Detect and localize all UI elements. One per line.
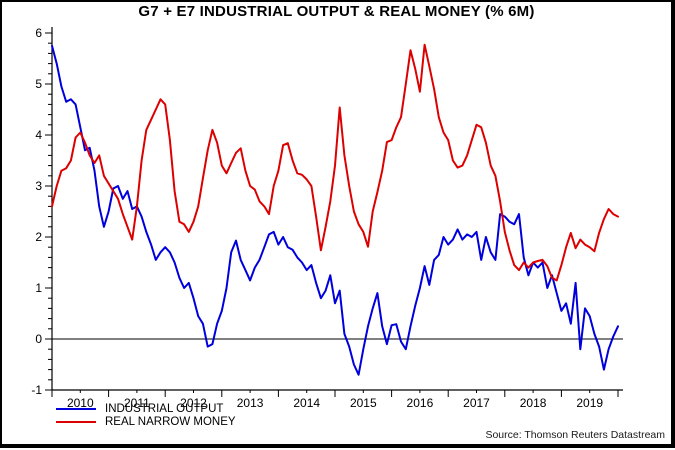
x-tick-label: 2019 xyxy=(576,396,603,410)
x-tick-label: 2015 xyxy=(350,396,377,410)
legend-label: INDUSTRIAL OUTPUT xyxy=(105,402,224,415)
y-tick-label: 0 xyxy=(35,332,42,346)
x-tick-label: 2018 xyxy=(520,396,547,410)
y-tick-label: 1 xyxy=(35,281,42,295)
x-tick-label: 2013 xyxy=(237,396,264,410)
legend-item-industrial-output: INDUSTRIAL OUTPUT xyxy=(56,402,236,415)
y-tick-label: 2 xyxy=(35,230,42,244)
y-tick-label: 4 xyxy=(35,128,42,142)
x-tick-label: 2016 xyxy=(407,396,434,410)
x-tick-label: 2017 xyxy=(463,396,490,410)
legend-item-real-narrow-money: REAL NARROW MONEY xyxy=(56,415,236,428)
series-line-industrial-output xyxy=(51,44,619,376)
y-tick-label: 5 xyxy=(35,77,42,91)
x-tick-label: 2012 xyxy=(180,396,207,410)
chart-title: G7 + E7 INDUSTRIAL OUTPUT & REAL MONEY (… xyxy=(138,3,535,20)
y-tick-label: -1 xyxy=(31,383,42,397)
x-tick-label: 2010 xyxy=(67,396,94,410)
legend: INDUSTRIAL OUTPUT REAL NARROW MONEY xyxy=(56,402,236,428)
x-tick-label: 2011 xyxy=(124,396,150,410)
legend-line-sample-red xyxy=(56,420,96,423)
legend-line-sample-blue xyxy=(56,407,96,410)
legend-label: REAL NARROW MONEY xyxy=(105,415,236,428)
y-tick-label: 6 xyxy=(35,26,42,40)
source-credit: Source: Thomson Reuters Datastream xyxy=(485,429,665,441)
plot-area: 6 5 4 3 2 1 0 -1 2010 2011 2012 2013 2014 2015 2016 201… xyxy=(31,26,623,410)
x-tick-label: 2014 xyxy=(293,396,320,410)
y-tick-label: 3 xyxy=(35,179,42,193)
series-line-real-narrow-money xyxy=(51,43,619,282)
